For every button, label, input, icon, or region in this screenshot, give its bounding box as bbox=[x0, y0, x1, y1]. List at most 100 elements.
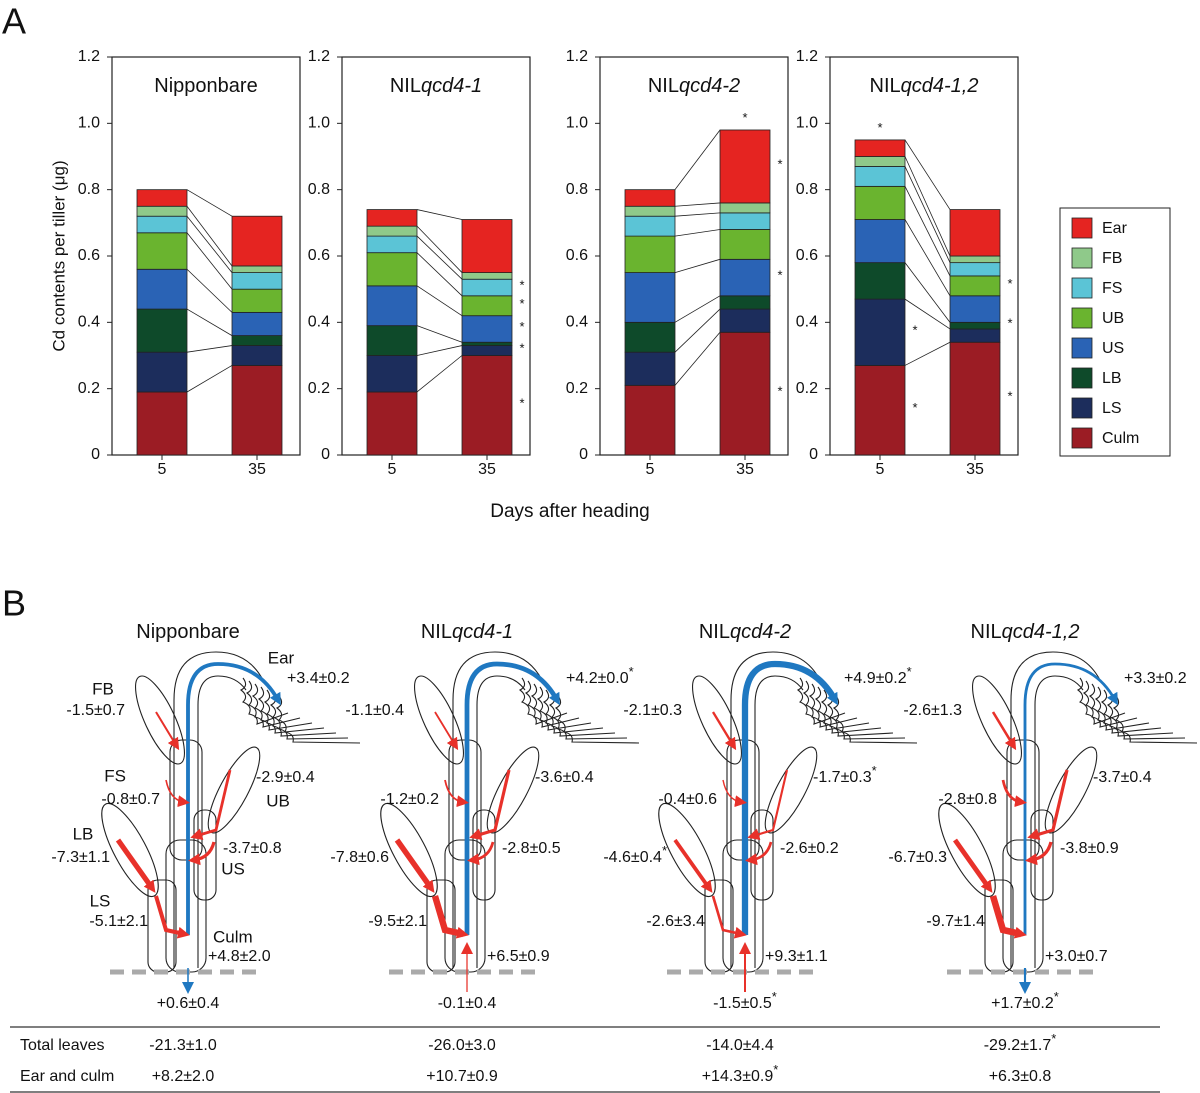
bar-segment bbox=[949, 275, 1001, 297]
culm-outline bbox=[1010, 651, 1101, 968]
bar-segment bbox=[231, 215, 283, 267]
flow-value: -7.8±0.6 bbox=[330, 849, 389, 866]
leaf-blade bbox=[486, 746, 540, 834]
connector bbox=[416, 225, 463, 273]
bar-segment bbox=[624, 235, 676, 273]
y-tick-label: 1.0 bbox=[566, 115, 588, 132]
row-label: Ear and culm bbox=[20, 1068, 114, 1085]
bar-segment bbox=[136, 205, 188, 217]
bar-segment bbox=[366, 355, 418, 393]
bar-segment bbox=[136, 215, 188, 234]
title-part: qcd4-1,2 bbox=[901, 75, 979, 97]
organ-label: FB bbox=[92, 679, 114, 698]
sheath bbox=[169, 739, 203, 861]
legend-swatch bbox=[1071, 277, 1093, 299]
title: NILqcd4-2 bbox=[699, 621, 791, 643]
significance-mark: * bbox=[912, 401, 917, 416]
title: NILqcd4-1 bbox=[390, 75, 482, 97]
legend-label: Ear bbox=[1102, 220, 1128, 237]
flow-value: -5.1±2.1 bbox=[89, 913, 148, 930]
bar-segment bbox=[231, 288, 283, 313]
flow-arrow bbox=[186, 662, 281, 935]
title-part: qcd4-1,2 bbox=[1002, 621, 1080, 643]
flow-arrow bbox=[1027, 769, 1069, 841]
bar-segment bbox=[624, 351, 676, 386]
significance-mark: * bbox=[519, 296, 524, 311]
organ-label: US bbox=[221, 859, 245, 878]
table-cell: +10.7±0.9 bbox=[426, 1068, 498, 1085]
connector bbox=[674, 202, 721, 207]
flow-arrow bbox=[745, 841, 773, 866]
significance-mark: * bbox=[519, 396, 524, 411]
bar-segment bbox=[949, 209, 1001, 257]
connector bbox=[674, 129, 721, 190]
leaf-blade bbox=[972, 675, 1022, 765]
x-axis-label: Days after heading bbox=[490, 501, 650, 522]
title: Nipponbare bbox=[154, 75, 257, 97]
connector bbox=[416, 345, 463, 356]
bar-segment bbox=[949, 328, 1001, 343]
flow-value: +6.5±0.9 bbox=[487, 948, 550, 965]
connector bbox=[904, 166, 951, 263]
bar-segment bbox=[719, 129, 771, 204]
flow-arrow bbox=[1001, 779, 1027, 808]
bar-segment bbox=[231, 335, 283, 346]
organ-label: UB bbox=[266, 791, 290, 810]
flow-arrow bbox=[165, 779, 190, 808]
bar-segment bbox=[461, 345, 513, 356]
bar-segment bbox=[719, 202, 771, 214]
leaf-blade bbox=[380, 802, 438, 898]
flow-value: -3.7±0.4 bbox=[1093, 769, 1152, 786]
connector bbox=[416, 355, 463, 393]
flow-value: +0.6±0.4 bbox=[157, 995, 220, 1012]
bar-segment bbox=[461, 315, 513, 343]
y-tick-label: 0 bbox=[579, 446, 588, 463]
y-tick-label: 1.2 bbox=[796, 48, 818, 65]
bar-segment bbox=[949, 321, 1001, 330]
legend-swatch bbox=[1071, 247, 1093, 269]
flow-value: -1.1±0.4 bbox=[345, 702, 404, 719]
organ-label: LB bbox=[73, 824, 94, 843]
panel-label: B bbox=[2, 583, 26, 624]
connector bbox=[186, 268, 233, 313]
bar-segment bbox=[461, 272, 513, 280]
connector bbox=[904, 341, 951, 366]
bar-segment bbox=[366, 285, 418, 327]
ear-outline bbox=[832, 695, 918, 744]
title-part: NIL bbox=[971, 621, 1002, 643]
connector bbox=[416, 285, 463, 317]
connector bbox=[904, 186, 951, 277]
y-tick-label: 1.0 bbox=[78, 115, 100, 132]
y-tick-label: 1.0 bbox=[796, 115, 818, 132]
ear-outline bbox=[275, 695, 361, 744]
y-tick-label: 0.4 bbox=[566, 314, 588, 331]
significance-mark: * bbox=[777, 157, 782, 172]
bar-segment bbox=[136, 189, 188, 207]
bar-segment bbox=[624, 205, 676, 217]
connector bbox=[186, 189, 233, 217]
flow-arrow bbox=[431, 895, 469, 939]
title-part: qcd4-2 bbox=[730, 621, 791, 643]
flow-value: -2.9±0.4 bbox=[256, 769, 315, 786]
culm-outline bbox=[730, 651, 821, 968]
flow-arrow bbox=[989, 895, 1027, 939]
bar-segment bbox=[231, 311, 283, 336]
sheath bbox=[704, 879, 734, 973]
flow-arrow bbox=[673, 838, 713, 893]
bar-segment bbox=[136, 232, 188, 270]
x-tick-label: 35 bbox=[248, 461, 266, 478]
legend-swatch bbox=[1071, 307, 1093, 329]
table-cell: +6.3±0.8 bbox=[989, 1068, 1052, 1085]
bar-segment bbox=[231, 272, 283, 290]
title-part: NIL bbox=[699, 621, 730, 643]
bar-segment bbox=[854, 156, 906, 167]
flow-value: +3.3±0.2 bbox=[1124, 670, 1187, 687]
bar-segment bbox=[231, 365, 283, 456]
ear-outline bbox=[808, 683, 870, 731]
bar-segment bbox=[366, 252, 418, 287]
connector bbox=[416, 235, 463, 280]
x-tick-label: 35 bbox=[966, 461, 984, 478]
flow-arrow bbox=[464, 661, 560, 935]
bar-segment bbox=[854, 166, 906, 187]
